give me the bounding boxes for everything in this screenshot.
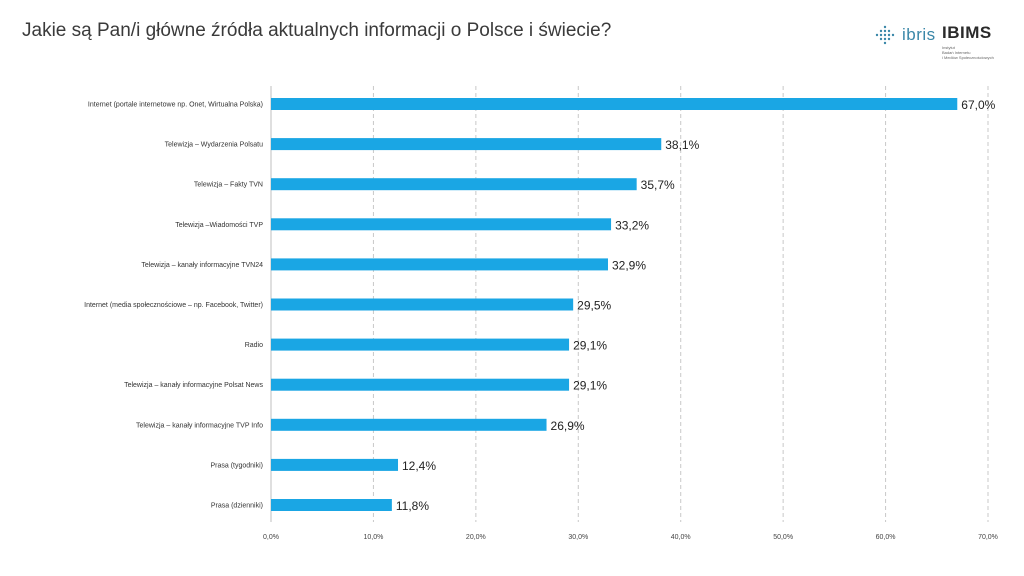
bar [271,458,399,471]
ibims-logo: IBIMS Instytut Badań Internetu i Mediów … [942,23,994,60]
category-label: Radio [245,342,263,349]
category-label: Telewizja – kanały informacyjne Polsat N… [124,382,263,389]
ibims-sub-line: Badań Internetu [942,50,971,55]
bar [271,218,612,231]
ibims-sub-line: i Mediów Społecznościowych [942,55,994,60]
x-tick-label: 10,0% [363,534,383,541]
category-label: Telewizja – Fakty TVN [194,182,263,189]
x-tick-label: 30,0% [568,534,588,541]
x-tick-label: 60,0% [876,534,896,541]
bar [271,298,574,311]
category-label: Internet (portale internetowe np. Onet, … [88,102,263,109]
x-tick-label: 20,0% [466,534,486,541]
bar [271,258,608,271]
ibims-logo-subtitle: Instytut Badań Internetu i Mediów Społec… [942,45,994,60]
data-label: 29,1% [573,339,607,353]
chart-title: Jakie są Pan/i główne źródła aktualnych … [22,20,612,41]
bar [271,499,392,511]
ibims-logo-text: IBIMS [942,23,992,42]
data-label: 35,7% [641,178,675,192]
category-label: Telewizja –Wiadomości TVP [175,222,263,229]
dot-grid-icon [875,25,895,45]
x-tick-label: 50,0% [773,534,793,541]
data-label: 29,5% [577,299,611,313]
data-label: 67,0% [961,98,995,112]
ibris-logo-text: ibris [902,25,936,44]
data-label: 32,9% [612,258,646,272]
bar [271,138,662,151]
category-label: Prasa (tygodniki) [210,462,263,469]
bar [271,418,547,431]
category-label: Telewizja – Wydarzenia Polsatu [165,142,263,149]
data-label: 26,9% [551,419,585,433]
x-tick-label: 0,0% [263,534,279,541]
category-label: Prasa (dzienniki) [211,503,263,510]
ibims-sub-line: Instytut [942,45,955,50]
category-label: Telewizja – kanały informacyjne TVN24 [141,262,263,269]
bar [271,178,637,191]
category-label: Internet (media społecznościowe – np. Fa… [84,302,263,309]
ibris-logo: ibris [874,23,936,47]
data-label: 11,8% [396,499,429,513]
data-label: 33,2% [615,218,649,232]
data-label: 29,1% [573,379,607,393]
x-tick-label: 40,0% [671,534,691,541]
data-label: 12,4% [402,459,436,473]
category-label: Telewizja – kanały informacyjne TVP Info [136,422,263,429]
x-tick-label: 70,0% [978,534,998,541]
bar [271,98,958,110]
bar [271,378,570,391]
bar [271,338,570,351]
data-label: 38,1% [665,138,699,152]
